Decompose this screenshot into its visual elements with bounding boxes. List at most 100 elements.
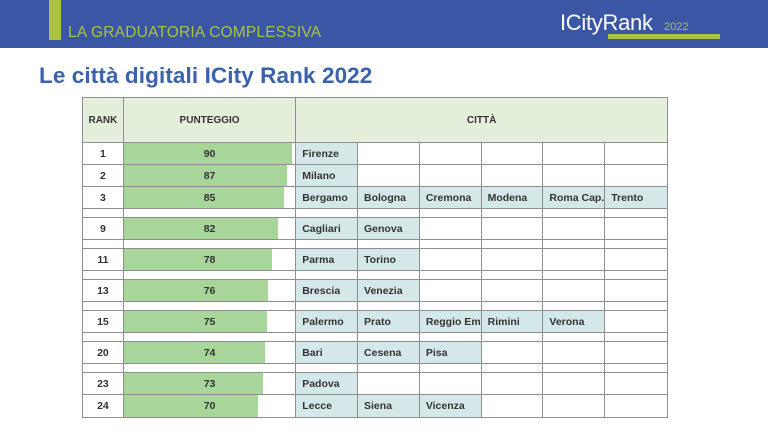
city-cell: Bologna: [358, 187, 420, 208]
table-body: 1 90 Firenze 2 87 Milano 3 85 Bergamo Bologna Crem…: [83, 143, 667, 417]
spacer-cell: [83, 209, 124, 217]
spacer-cell: [83, 271, 124, 279]
city-cell: Roma Cap.: [543, 187, 606, 208]
city-cell: Torino: [358, 249, 420, 270]
empty-city-cell: [482, 165, 544, 186]
rank-cell: 1: [83, 143, 124, 164]
spacer-cell: [420, 271, 482, 279]
score-bar: [123, 342, 265, 363]
score-bar: [123, 187, 284, 208]
spacer-row: [83, 302, 667, 311]
spacer-cell: [605, 209, 667, 217]
empty-city-cell: [358, 373, 420, 394]
city-cell: Prato: [358, 311, 420, 332]
rank-cell: 3: [83, 187, 124, 208]
spacer-cell: [358, 302, 420, 310]
spacer-cell: [296, 333, 359, 341]
spacer-row: [83, 333, 667, 342]
city-cell: Trento: [605, 187, 667, 208]
section-title: LA GRADUATORIA COMPLESSIVA: [68, 24, 322, 41]
spacer-cell: [543, 333, 606, 341]
score-cell: 85: [123, 187, 297, 208]
spacer-cell: [543, 209, 606, 217]
brand-underline: [608, 34, 720, 39]
empty-city-cell: [543, 395, 606, 417]
spacer-cell: [420, 333, 482, 341]
score-bar: [123, 395, 258, 417]
spacer-cell: [605, 271, 667, 279]
table-row: 20 74 Bari Cesena Pisa: [83, 342, 667, 364]
score-value: 90: [203, 147, 216, 160]
score-bar: [123, 249, 272, 270]
spacer-cell: [543, 240, 606, 248]
column-header-score: PUNTEGGIO: [123, 98, 297, 142]
city-cell: Parma: [296, 249, 359, 270]
brand-name: ICityRank: [560, 10, 653, 35]
spacer-cell: [124, 209, 297, 217]
spacer-cell: [124, 302, 297, 310]
city-cell: Bergamo: [296, 187, 359, 208]
score-value: 75: [203, 315, 216, 328]
empty-city-cell: [543, 280, 606, 301]
empty-city-cell: [543, 249, 606, 270]
table-row: 1 90 Firenze: [83, 143, 667, 165]
spacer-row: [83, 209, 667, 218]
city-cell: Pisa: [419, 342, 482, 363]
score-cell: 78: [123, 249, 297, 270]
table-row: 24 70 Lecce Siena Vicenza: [83, 395, 667, 417]
empty-city-cell: [605, 280, 667, 301]
spacer-cell: [83, 333, 124, 341]
city-cell: Lecce: [296, 395, 359, 417]
spacer-cell: [482, 364, 544, 372]
city-cell: Cagliari: [296, 218, 359, 239]
rank-cell: 11: [83, 249, 124, 270]
table-row: 13 76 Brescia Venezia: [83, 280, 667, 302]
score-cell: 75: [123, 311, 297, 332]
empty-city-cell: [482, 373, 544, 394]
spacer-cell: [296, 271, 359, 279]
empty-city-cell: [543, 342, 606, 363]
spacer-cell: [358, 240, 420, 248]
empty-city-cell: [605, 249, 667, 270]
empty-city-cell: [605, 395, 667, 417]
city-cell: Verona: [543, 311, 606, 332]
empty-city-cell: [420, 218, 482, 239]
column-header-rank: RANK: [83, 98, 124, 142]
score-bar: [123, 143, 292, 164]
score-value: 82: [203, 222, 216, 235]
city-cell: Vicenza: [419, 395, 482, 417]
score-bar: [123, 280, 268, 301]
empty-city-cell: [543, 218, 606, 239]
spacer-cell: [124, 333, 297, 341]
empty-city-cell: [482, 280, 544, 301]
city-cell: Rimini: [481, 311, 544, 332]
header-bar: LA GRADUATORIA COMPLESSIVA ICityRank 202…: [0, 0, 768, 48]
spacer-cell: [83, 364, 124, 372]
score-value: 74: [203, 346, 216, 359]
spacer-cell: [420, 302, 482, 310]
spacer-cell: [296, 302, 359, 310]
score-cell: 73: [123, 373, 297, 394]
rank-cell: 2: [83, 165, 124, 186]
ranking-table: RANK PUNTEGGIO CITTÀ 1 90 Firenze 2 87 Milano…: [82, 97, 668, 418]
rank-cell: 23: [83, 373, 124, 394]
city-cell: Bari: [296, 342, 359, 363]
empty-city-cell: [605, 311, 667, 332]
spacer-cell: [358, 333, 420, 341]
accent-stripe: [49, 0, 61, 40]
empty-city-cell: [482, 218, 544, 239]
score-value: 73: [203, 377, 216, 390]
empty-city-cell: [482, 342, 544, 363]
spacer-cell: [605, 302, 667, 310]
spacer-cell: [124, 364, 297, 372]
city-cell: Venezia: [358, 280, 420, 301]
column-header-cities: CITTÀ: [296, 98, 667, 142]
table-row: 9 82 Cagliari Genova: [83, 218, 667, 240]
city-cell: Milano: [296, 165, 359, 186]
score-cell: 87: [123, 165, 297, 186]
empty-city-cell: [605, 342, 667, 363]
city-cell: Brescia: [296, 280, 359, 301]
table-row: 23 73 Padova: [83, 373, 667, 395]
score-value: 85: [203, 191, 216, 204]
spacer-cell: [296, 240, 359, 248]
